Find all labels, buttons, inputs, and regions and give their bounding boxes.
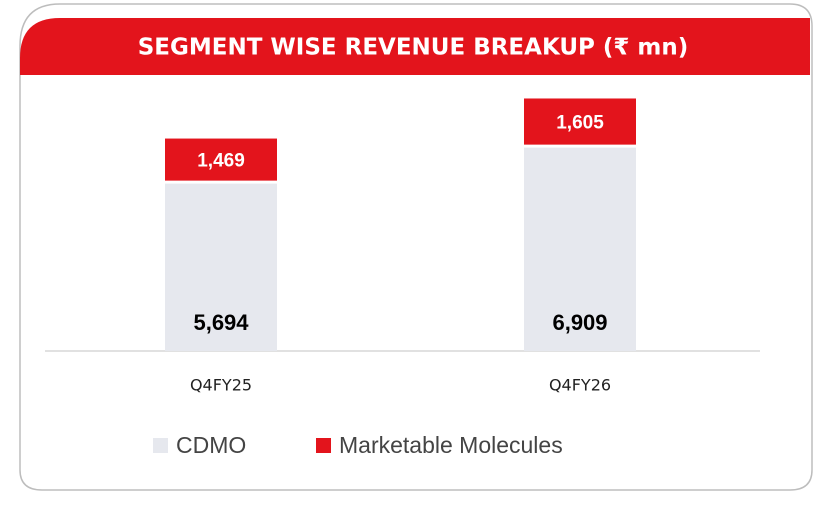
data-label: 6,909 (552, 310, 607, 335)
bar-segment (165, 138, 277, 183)
legend-label: CDMO (176, 432, 246, 458)
bar-segment (165, 182, 277, 351)
x-tick-label: Q4FY25 (190, 376, 252, 395)
card (19, 3, 813, 491)
bar-segment (524, 98, 636, 147)
header-bar (20, 18, 810, 75)
data-label: 5,694 (193, 310, 249, 335)
bar-segment (524, 146, 636, 351)
data-label: 1,469 (197, 150, 245, 171)
legend-label: Marketable Molecules (339, 432, 563, 458)
chart-title: SEGMENT WISE REVENUE BREAKUP (₹ mn) (138, 35, 689, 61)
data-label: 1,605 (556, 112, 604, 133)
legend-swatch (153, 438, 168, 453)
x-tick-label: Q4FY26 (549, 376, 611, 395)
legend-swatch (316, 438, 331, 453)
